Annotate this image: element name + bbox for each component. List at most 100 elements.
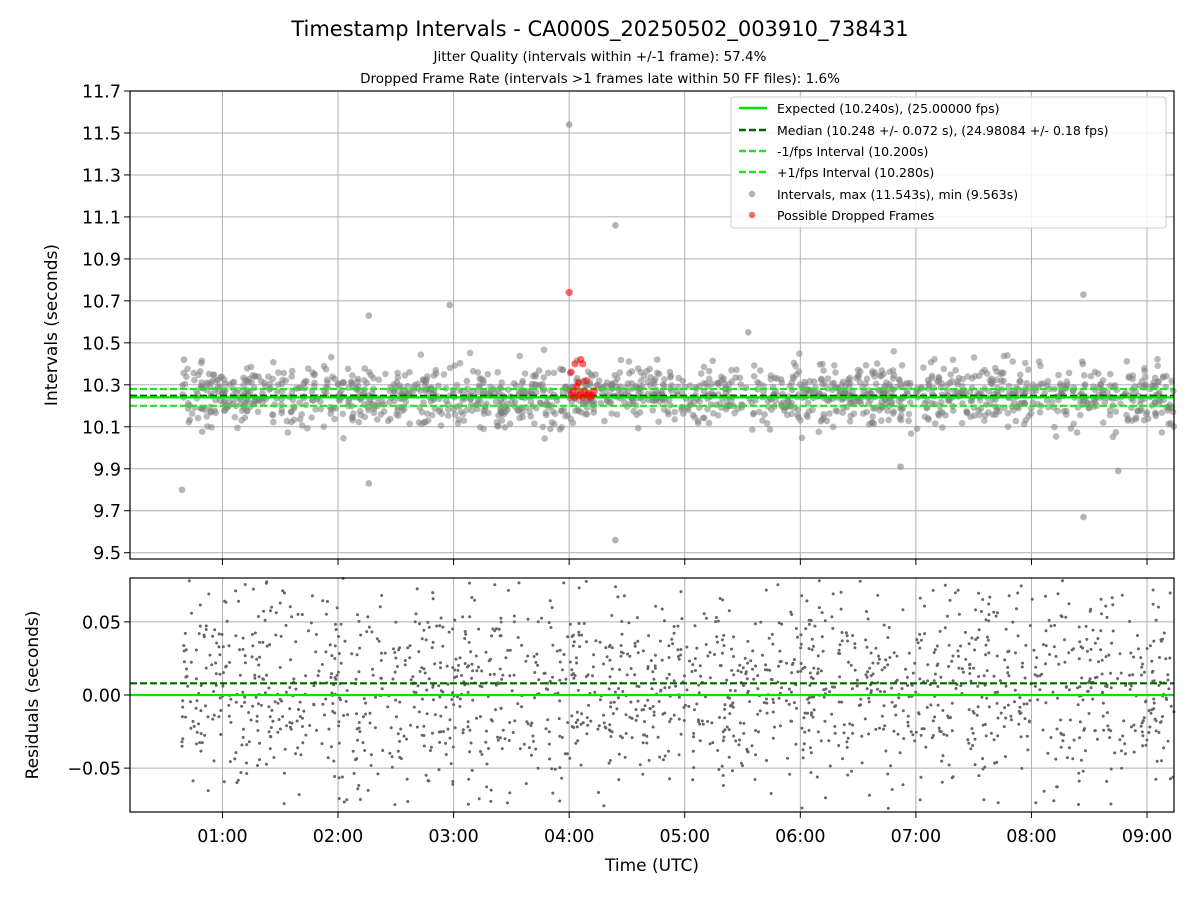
residual-point [971, 744, 975, 747]
residual-point [1152, 639, 1156, 643]
interval-point [1136, 382, 1143, 389]
residual-point [721, 784, 725, 787]
residual-point [182, 644, 186, 648]
residual-point [576, 718, 580, 722]
residual-point [753, 778, 757, 781]
interval-point [198, 428, 206, 436]
residual-point [398, 755, 402, 759]
residual-point [619, 650, 623, 654]
residual-point [996, 734, 1000, 738]
residual-point [337, 741, 341, 745]
residual-point [1030, 597, 1034, 601]
residual-point [636, 651, 640, 655]
residuals-x-ticks: 01:00 02:00 03:00 04:00 05:00 06:00 07:00 08:00… [197, 812, 1172, 847]
residual-point [466, 682, 470, 686]
residual-point [414, 691, 418, 694]
residual-point [1081, 646, 1085, 650]
residual-point [1131, 673, 1135, 677]
residual-point [251, 644, 255, 648]
residual-point [936, 685, 940, 688]
residual-point [1159, 638, 1163, 642]
residual-point [984, 643, 988, 647]
residual-point [950, 729, 954, 733]
interval-point [234, 424, 241, 432]
residual-point [227, 703, 231, 707]
residual-point [498, 667, 502, 671]
residual-point [757, 730, 760, 734]
interval-point [671, 416, 678, 423]
residual-point [425, 688, 429, 692]
residual-point [830, 712, 834, 716]
interval-point [539, 423, 547, 431]
residual-point [810, 637, 814, 641]
residual-point [445, 664, 449, 668]
residual-point [245, 743, 249, 747]
residual-point [974, 638, 978, 641]
residual-point [732, 655, 735, 658]
residual-point [849, 663, 853, 667]
residual-point [1111, 603, 1115, 607]
interval-point [1080, 291, 1087, 298]
residual-point [1099, 597, 1103, 601]
residual-point [630, 736, 634, 740]
residual-point [807, 618, 811, 622]
residual-point [884, 658, 888, 662]
residual-point [974, 608, 977, 612]
interval-point [805, 408, 813, 415]
residual-point [241, 727, 245, 731]
residual-point [824, 687, 828, 691]
residual-point [466, 690, 470, 694]
residual-point [186, 684, 190, 688]
legend: Expected (10.240s), (25.00000 fps) Media… [730, 96, 1167, 229]
y-tick-label: 10.7 [82, 292, 121, 312]
residual-point [846, 773, 850, 777]
residual-point [988, 595, 992, 599]
residual-point [575, 661, 579, 665]
residual-point [1109, 686, 1113, 690]
interval-point [444, 412, 452, 419]
residual-point [1011, 620, 1015, 624]
residual-point [845, 745, 849, 749]
residual-point [693, 657, 697, 661]
residual-point [324, 650, 328, 654]
residual-point [649, 659, 653, 663]
residual-point [634, 718, 638, 722]
residual-point [572, 640, 576, 644]
residual-point [957, 612, 961, 616]
residual-point [361, 715, 365, 719]
residual-point [217, 645, 221, 649]
residual-point [1109, 802, 1113, 806]
interval-point [989, 411, 997, 419]
residual-point [896, 732, 900, 736]
interval-point [841, 389, 849, 397]
residual-point [973, 763, 977, 767]
intervals-x-ticks [221, 559, 1148, 565]
residual-point [288, 686, 292, 689]
residual-point [570, 714, 574, 718]
interval-point [750, 410, 757, 418]
residual-point [447, 630, 451, 634]
residual-point [1105, 711, 1109, 715]
residual-point [778, 660, 782, 664]
residual-point [1067, 688, 1071, 692]
interval-point [519, 377, 527, 385]
residual-point [281, 715, 285, 719]
residual-point [846, 736, 850, 740]
residual-point [996, 611, 999, 615]
interval-point [937, 398, 945, 406]
residual-point [609, 705, 613, 709]
residual-point [346, 713, 349, 717]
residual-point [435, 624, 439, 628]
residual-point [838, 675, 842, 679]
interval-point [354, 378, 362, 385]
interval-point [527, 413, 535, 420]
interval-point [377, 411, 385, 418]
residual-point [723, 707, 727, 711]
residual-point [1022, 702, 1026, 706]
residual-point [817, 579, 821, 583]
residual-point [823, 719, 827, 723]
residual-point [274, 633, 278, 637]
residual-point [840, 639, 844, 643]
dropped-frame-point [571, 360, 579, 368]
residual-point [202, 633, 206, 637]
